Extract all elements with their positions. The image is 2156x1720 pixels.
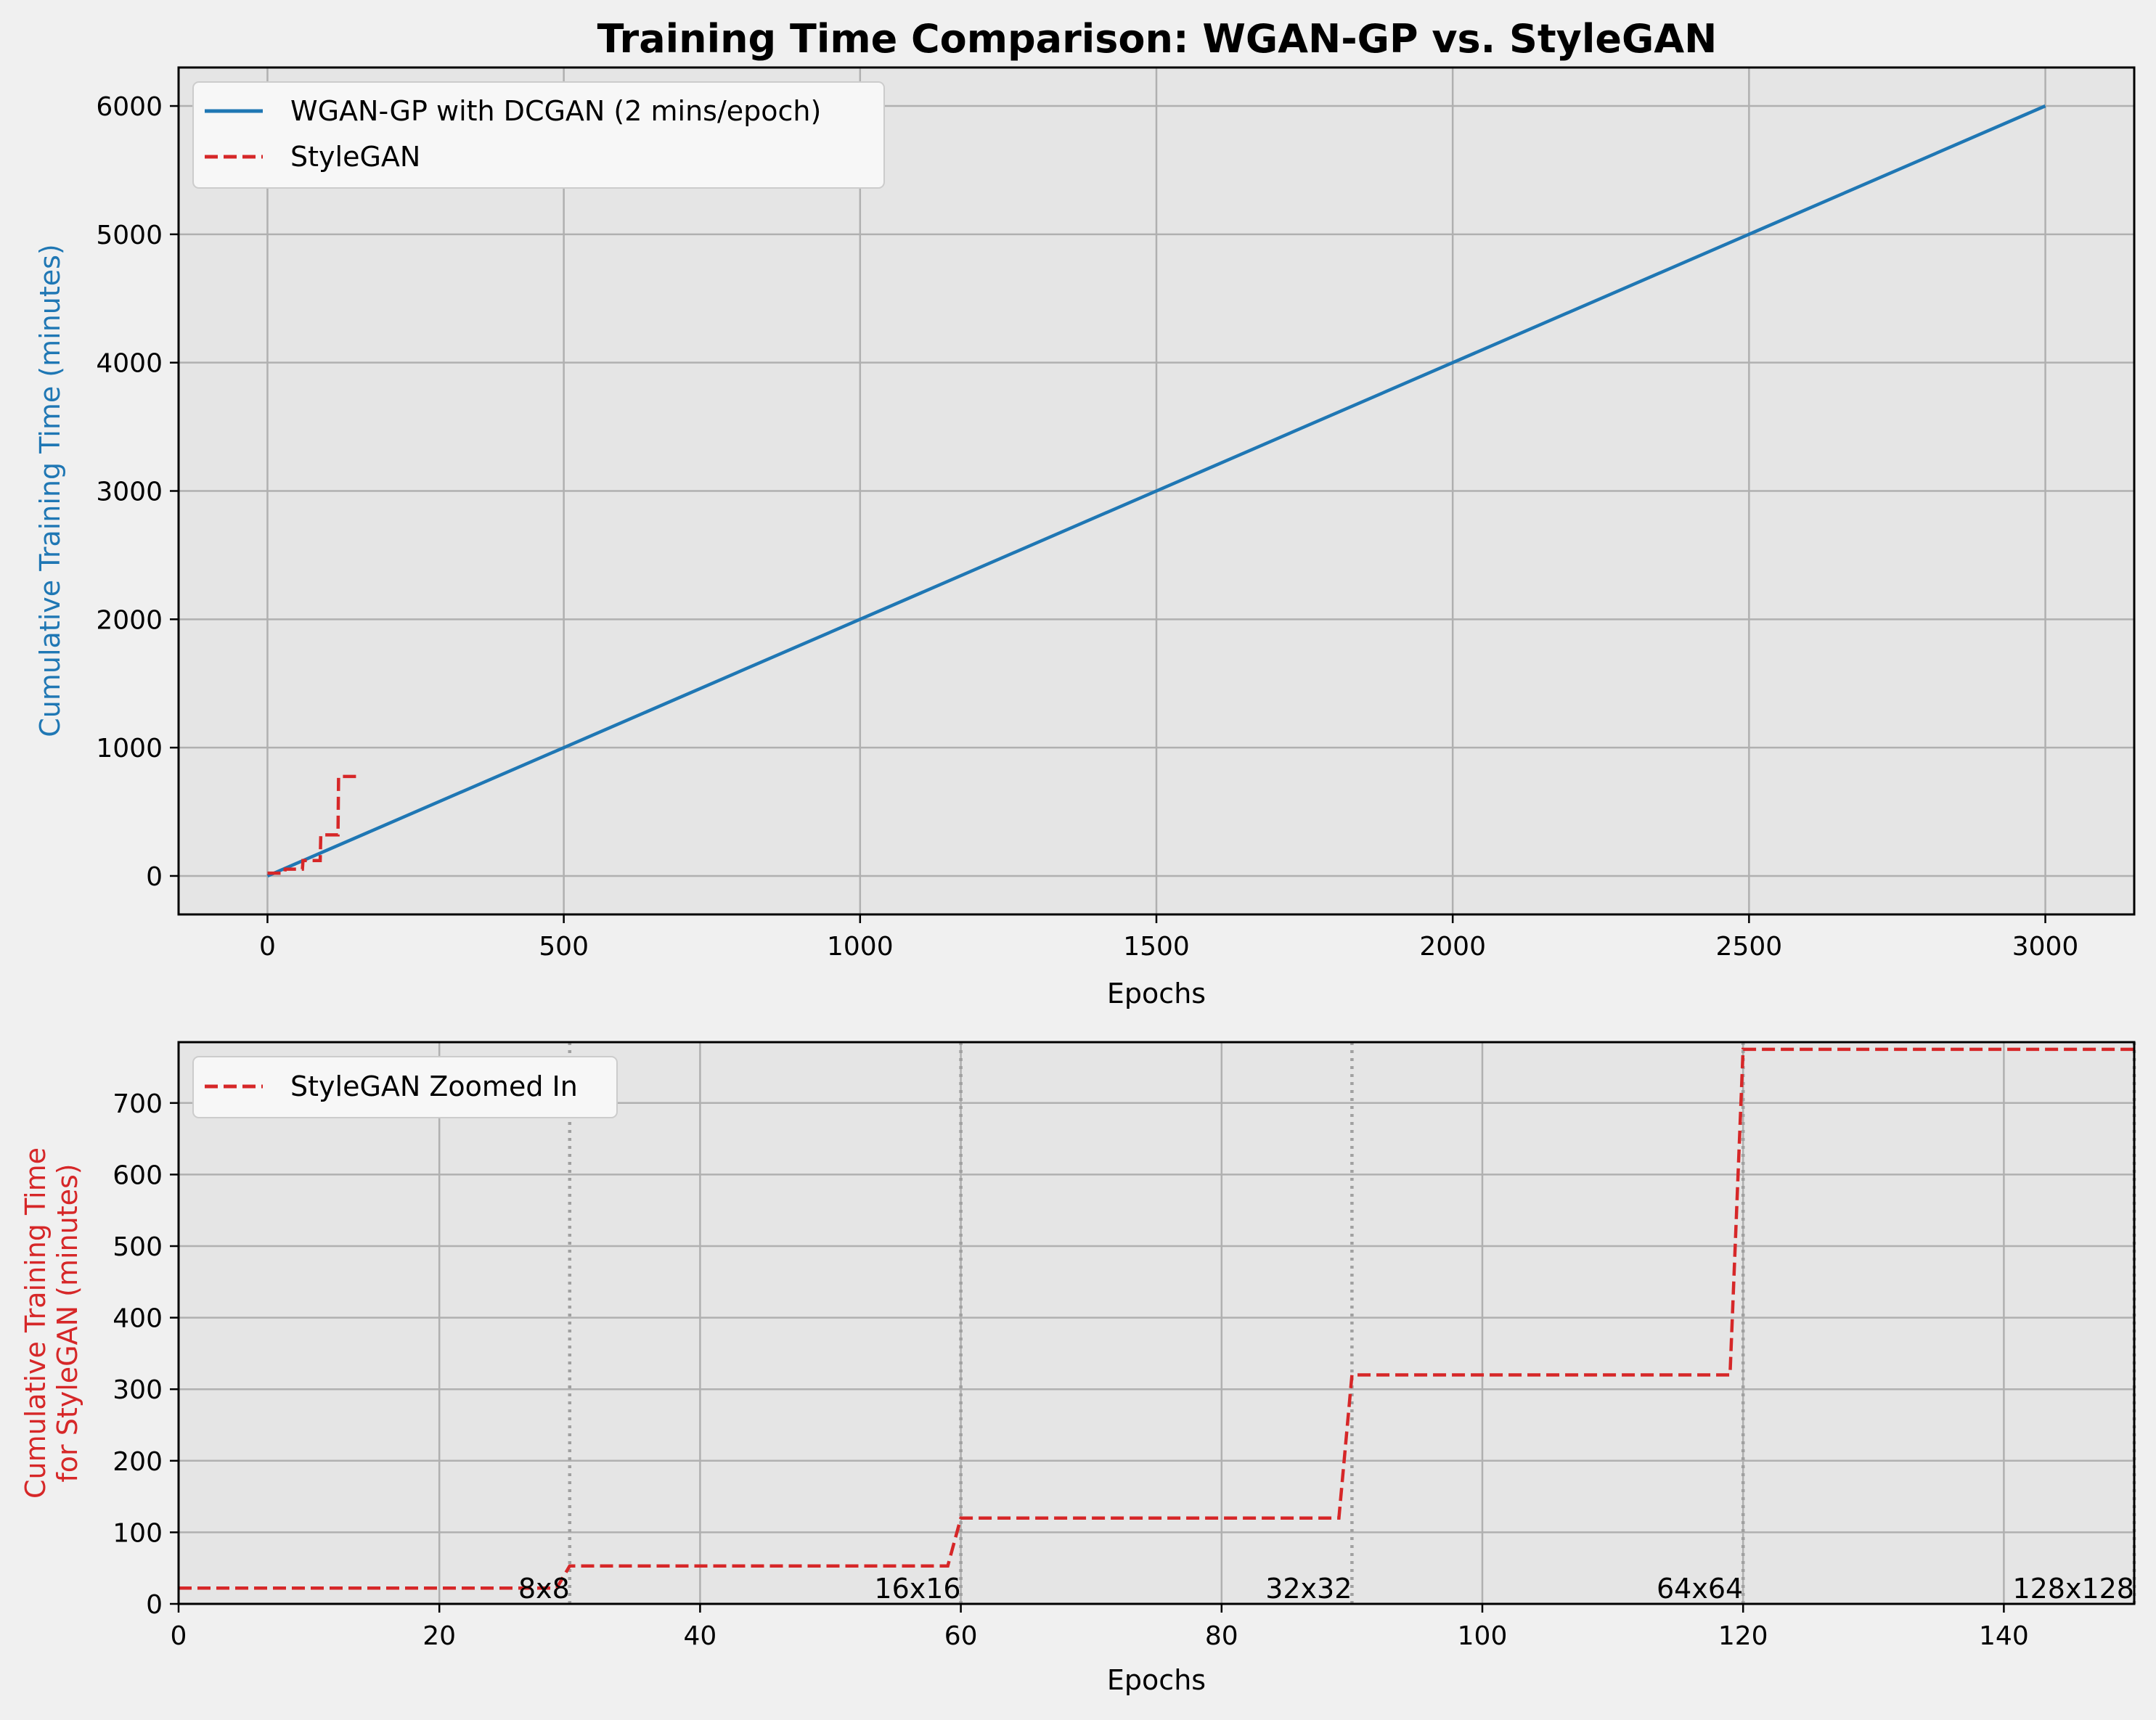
y-tick-label: 700 — [113, 1089, 163, 1119]
bottom-chart: 8x8 16x16 32x32 64x64 128x128 0 20 40 60 80 100 12… — [20, 1041, 2136, 1696]
x-tick-label: 140 — [1979, 1621, 2029, 1651]
bottom-axes-frame — [177, 1041, 2136, 1605]
top-lines — [266, 104, 2046, 878]
resolution-label: 16x16 — [874, 1573, 960, 1605]
wgan-line — [266, 104, 2046, 878]
y-tick-label: 0 — [146, 1590, 163, 1620]
legend-label-wgan: WGAN-GP with DCGAN (2 mins/epoch) — [290, 95, 821, 127]
x-tick-label: 3000 — [2012, 932, 2079, 962]
y-tick-label: 200 — [113, 1447, 163, 1477]
x-tick-label: 2500 — [1716, 932, 1783, 962]
y-tick-label: 300 — [113, 1375, 163, 1405]
x-tick-label: 500 — [539, 932, 589, 962]
resolution-label: 8x8 — [518, 1573, 570, 1605]
y-tick-label: 5000 — [96, 221, 163, 250]
bottom-ylabel-line-2: for StyleGAN (minutes) — [52, 1163, 83, 1482]
x-tick-label: 60 — [944, 1621, 978, 1651]
bottom-ticks: 0 20 40 60 80 100 120 140 0 100 200 300 400 500 600 700 — [113, 1089, 2028, 1651]
y-tick-label: 0 — [146, 862, 163, 892]
y-tick-label: 1000 — [96, 734, 163, 763]
bottom-annotations: 8x8 16x16 32x32 64x64 128x128 — [518, 1573, 2134, 1605]
legend-label-stylegan-zoom: StyleGAN Zoomed In — [290, 1070, 578, 1102]
bottom-xlabel: Epochs — [1107, 1664, 1206, 1696]
y-tick-label: 6000 — [96, 92, 163, 122]
top-chart: 0 500 1000 1500 2000 2500 3000 0 1000 2000 3000 400… — [34, 66, 2136, 1010]
legend-label-stylegan: StyleGAN — [290, 141, 420, 173]
x-tick-label: 1500 — [1123, 932, 1190, 962]
y-tick-label: 4000 — [96, 349, 163, 379]
top-legend-box — [192, 81, 885, 189]
top-ylabel: Cumulative Training Time (minutes) — [34, 244, 66, 737]
y-tick-label: 100 — [113, 1518, 163, 1548]
x-tick-label: 120 — [1718, 1621, 1768, 1651]
y-tick-label: 400 — [113, 1304, 163, 1334]
bottom-grid — [177, 1042, 2134, 1605]
resolution-label: 128x128 — [2012, 1573, 2134, 1605]
y-tick-label: 500 — [113, 1232, 163, 1262]
resolution-label: 64x64 — [1657, 1573, 1743, 1605]
bottom-legend: StyleGAN Zoomed In — [192, 1056, 618, 1118]
x-tick-label: 2000 — [1419, 932, 1486, 962]
x-tick-label: 1000 — [827, 932, 894, 962]
top-legend: WGAN-GP with DCGAN (2 mins/epoch) StyleG… — [192, 81, 885, 189]
x-tick-label: 0 — [171, 1621, 187, 1651]
y-tick-label: 2000 — [96, 605, 163, 635]
y-tick-label: 600 — [113, 1160, 163, 1190]
y-tick-label: 3000 — [96, 478, 163, 507]
bottom-ylabel-line-1: Cumulative Training Time — [20, 1147, 52, 1499]
bottom-plot-area — [179, 1042, 2134, 1604]
x-tick-label: 0 — [259, 932, 276, 962]
bottom-ylabel: Cumulative Training Time for StyleGAN (m… — [20, 1147, 83, 1499]
top-xlabel: Epochs — [1107, 978, 1206, 1010]
x-tick-label: 40 — [683, 1621, 716, 1651]
stylegan-line — [179, 1047, 2134, 1590]
stylegan-line — [267, 774, 356, 875]
resolution-label: 32x32 — [1265, 1573, 1352, 1605]
chart-title: Training Time Comparison: WGAN-GP vs. St… — [597, 16, 1718, 62]
bottom-lines — [179, 1047, 2134, 1590]
x-tick-label: 100 — [1458, 1621, 1508, 1651]
x-tick-label: 20 — [422, 1621, 456, 1651]
top-ticks: 0 500 1000 1500 2000 2500 3000 0 1000 2000 3000 400… — [96, 92, 2078, 962]
x-tick-label: 80 — [1205, 1621, 1238, 1651]
bottom-legend-box — [192, 1056, 618, 1118]
